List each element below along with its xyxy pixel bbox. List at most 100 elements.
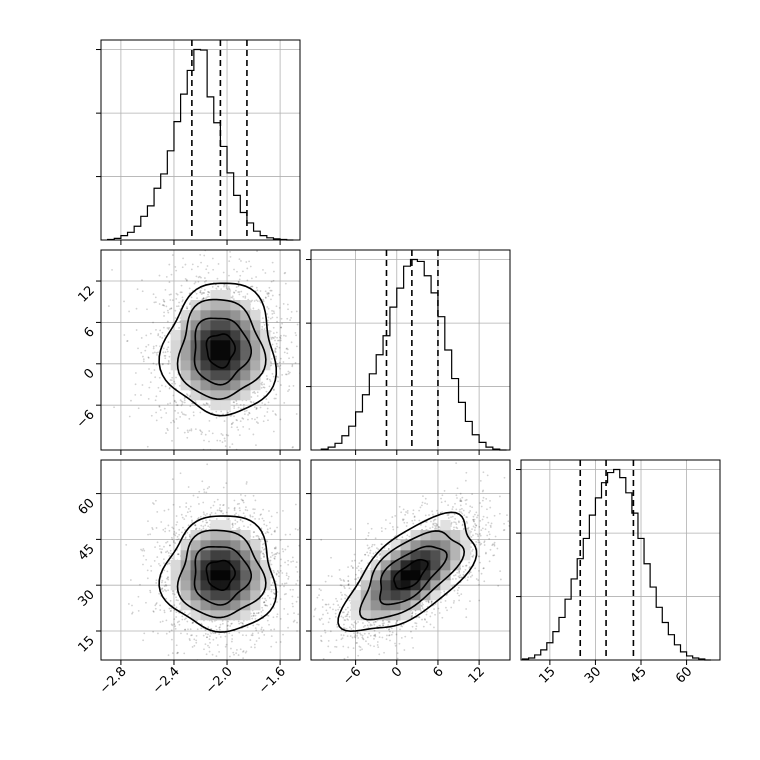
sample-point — [387, 547, 390, 550]
sample-point — [249, 285, 252, 288]
sample-point — [269, 317, 272, 320]
sample-point — [159, 564, 162, 567]
sample-point — [231, 526, 234, 529]
sample-point — [219, 636, 222, 638]
density-cell — [240, 600, 251, 611]
sample-point — [212, 504, 215, 507]
sample-point — [237, 654, 240, 656]
sample-point — [225, 287, 228, 289]
sample-point — [254, 392, 256, 395]
sample-point — [173, 618, 176, 621]
sample-point — [152, 347, 155, 350]
sample-point — [222, 486, 225, 489]
sample-point — [222, 512, 224, 515]
sample-point — [236, 521, 239, 523]
sample-point — [242, 650, 244, 653]
sample-point — [168, 562, 171, 565]
sample-point — [149, 332, 152, 335]
sample-point — [126, 340, 128, 343]
sample-point — [128, 415, 131, 418]
density-cell — [200, 370, 211, 381]
sample-point — [169, 299, 172, 301]
sample-point — [168, 293, 171, 296]
sample-point — [285, 572, 288, 575]
sample-point — [167, 552, 170, 554]
sample-point — [167, 363, 170, 365]
sample-point — [171, 526, 174, 529]
density-cell — [210, 540, 221, 551]
sample-point — [209, 630, 212, 633]
sample-point — [207, 525, 210, 528]
sample-point — [237, 428, 240, 431]
sample-point — [274, 336, 276, 338]
sample-point — [161, 587, 163, 590]
density-cell — [200, 530, 211, 541]
sample-point — [230, 426, 233, 429]
sample-point — [156, 541, 159, 544]
sample-point — [184, 536, 187, 539]
sample-point — [437, 607, 440, 610]
sample-point — [291, 556, 294, 559]
sample-point — [163, 334, 166, 337]
sample-point — [229, 625, 232, 627]
sample-point — [266, 377, 269, 380]
sample-point — [275, 347, 277, 350]
sample-point — [237, 291, 240, 293]
sample-point — [288, 388, 291, 391]
sample-point — [220, 510, 223, 513]
sample-point — [254, 627, 257, 630]
sample-point — [263, 323, 266, 326]
sample-point — [255, 406, 258, 409]
sample-point — [162, 351, 165, 354]
sample-point — [149, 381, 152, 384]
sample-point — [418, 616, 421, 619]
sample-point — [194, 428, 197, 430]
density-cell — [260, 340, 271, 351]
sample-point — [248, 412, 251, 415]
sample-point — [262, 321, 265, 324]
sample-point — [170, 609, 172, 612]
sample-point — [367, 522, 369, 525]
sample-point — [296, 613, 298, 615]
sample-point — [366, 620, 369, 622]
sample-point — [207, 290, 209, 293]
sample-point — [291, 602, 294, 605]
sample-point — [171, 590, 174, 593]
sample-point — [278, 339, 281, 342]
sample-point — [137, 407, 140, 410]
sample-point — [183, 431, 186, 434]
density-cell — [210, 580, 221, 591]
sample-point — [274, 546, 277, 549]
sample-point — [274, 547, 277, 550]
sample-point — [273, 312, 276, 315]
sample-point — [252, 433, 255, 436]
sample-point — [229, 415, 232, 417]
sample-point — [175, 596, 178, 599]
sample-point — [238, 278, 241, 281]
sample-point — [260, 626, 263, 629]
sample-point — [200, 293, 203, 295]
sample-point — [240, 498, 243, 501]
sample-point — [276, 551, 279, 554]
sample-point — [270, 298, 272, 301]
sample-point — [178, 327, 180, 329]
sample-point — [459, 492, 462, 495]
sample-point — [271, 312, 274, 315]
sample-point — [255, 421, 258, 423]
sample-point — [276, 316, 278, 319]
sample-point — [232, 298, 235, 301]
sample-point — [268, 521, 271, 524]
sample-point — [170, 607, 173, 610]
sample-point — [204, 643, 207, 646]
sample-point — [477, 579, 480, 582]
sample-point — [245, 482, 248, 485]
sample-point — [261, 517, 264, 520]
sample-point — [153, 369, 156, 371]
density-cell — [220, 600, 231, 611]
sample-point — [215, 628, 218, 631]
sample-point — [107, 305, 110, 307]
sample-point — [472, 554, 475, 557]
sample-point — [295, 561, 298, 564]
sample-point — [168, 308, 171, 311]
